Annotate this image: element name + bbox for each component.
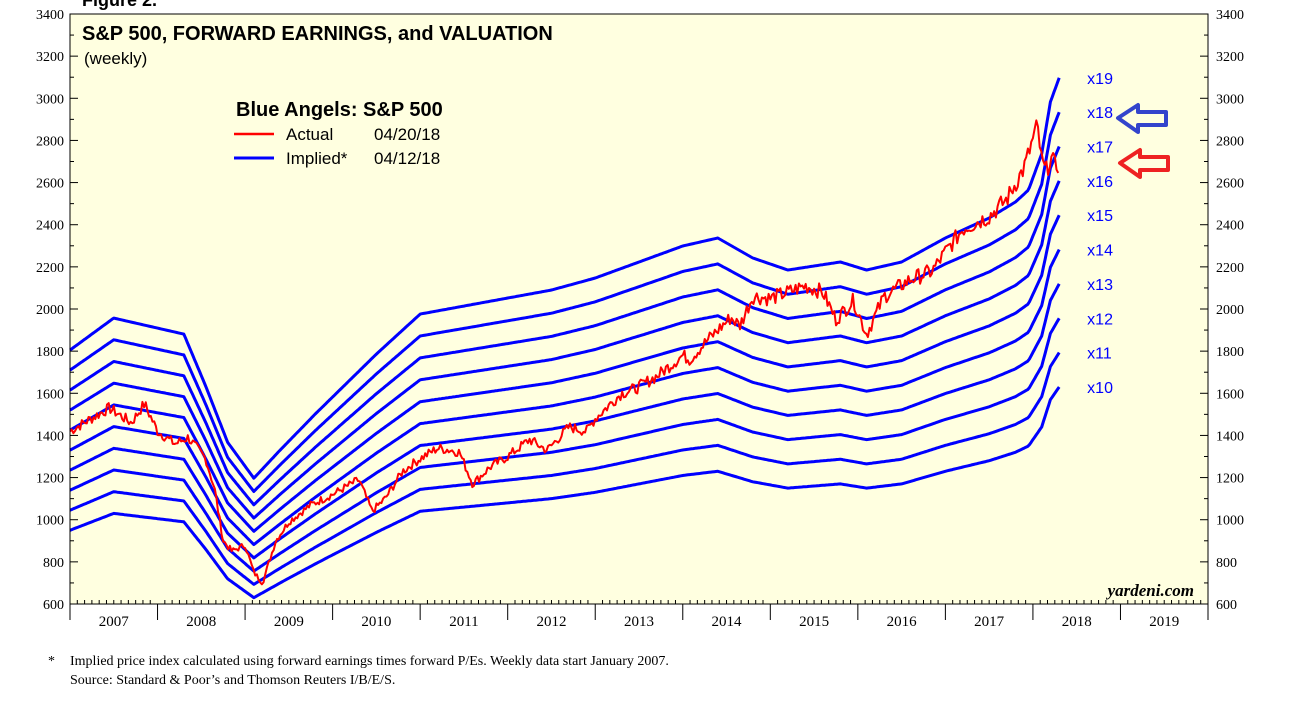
y-tick-label-right: 3000 (1216, 92, 1244, 107)
footnote-line-1: * Implied price index calculated using fo… (48, 654, 669, 670)
y-tick-label-right: 2400 (1216, 219, 1244, 234)
x-tick-label: 2016 (887, 614, 918, 630)
arrows-layer (1116, 103, 1170, 179)
multiple-label-x18: x18 (1087, 105, 1113, 122)
y-tick-label-right: 800 (1216, 556, 1237, 571)
x-tick-label: 2014 (712, 614, 743, 630)
legend: Blue Angels: S&P 500 Actual 04/20/18 Imp… (234, 99, 443, 168)
y-tick-label-left: 1200 (36, 472, 64, 487)
y-tick-label-right: 600 (1216, 598, 1237, 613)
legend-title: Blue Angels: S&P 500 (236, 99, 443, 121)
y-tick-label-left: 2000 (36, 303, 64, 318)
y-tick-label-left: 2800 (36, 134, 64, 149)
multiple-label-x19: x19 (1087, 71, 1113, 88)
axes-layer: 600 600 800 800 1000 1000 1200 1200 1400 1400 1600… (36, 8, 1244, 630)
y-tick-label-right: 1400 (1216, 429, 1244, 444)
x-tick-label: 2010 (361, 614, 391, 630)
y-tick-label-right: 1000 (1216, 514, 1244, 529)
multiple-label-x17: x17 (1087, 140, 1113, 157)
y-tick-label-right: 2200 (1216, 261, 1244, 276)
y-tick-label-left: 1800 (36, 345, 64, 360)
x-tick-label: 2019 (1149, 614, 1179, 630)
red-arrow (1118, 148, 1170, 179)
legend-implied-label: Implied* (286, 149, 348, 168)
blue-arrow (1116, 103, 1168, 134)
x-tick-label: 2012 (536, 614, 566, 630)
y-tick-label-left: 1000 (36, 514, 64, 529)
y-tick-label-right: 1200 (1216, 472, 1244, 487)
y-tick-label-left: 2600 (36, 177, 64, 192)
y-tick-label-right: 1600 (1216, 387, 1244, 402)
y-tick-label-left: 3200 (36, 50, 64, 65)
footnote-mark: * (48, 654, 55, 669)
implied-line-x16 (69, 180, 1061, 520)
y-tick-label-left: 600 (43, 598, 64, 613)
implied-line-x15 (69, 214, 1061, 533)
legend-actual-date: 04/20/18 (374, 125, 440, 144)
actual-line (69, 119, 1060, 586)
implied-line-x12 (69, 317, 1061, 573)
implied-line-x11 (69, 351, 1061, 586)
y-tick-label-right: 2800 (1216, 134, 1244, 149)
y-tick-label-left: 1600 (36, 387, 64, 402)
x-tick-label: 2013 (624, 614, 654, 630)
multiple-label-x10: x10 (1087, 380, 1113, 397)
x-tick-label: 2008 (186, 614, 216, 630)
y-tick-label-left: 1400 (36, 429, 64, 444)
y-tick-label-left: 2400 (36, 219, 64, 234)
multiple-label-x16: x16 (1087, 174, 1113, 191)
multiple-label-x13: x13 (1087, 277, 1113, 294)
y-tick-label-right: 1800 (1216, 345, 1244, 360)
multiple-label-x15: x15 (1087, 208, 1113, 225)
multiple-label-x14: x14 (1087, 243, 1113, 260)
x-tick-label: 2009 (274, 614, 304, 630)
figure-label-cut: Figure 2. (82, 0, 157, 10)
y-tick-label-left: 3000 (36, 92, 64, 107)
x-tick-label: 2015 (799, 614, 829, 630)
implied-line-x10 (69, 386, 1061, 600)
footnote-line-2: Source: Standard & Poor’s and Thomson Re… (48, 673, 395, 689)
chart-subtitle: (weekly) (84, 49, 147, 68)
y-tick-label-right: 2600 (1216, 177, 1244, 192)
y-tick-label-left: 3400 (36, 8, 64, 23)
x-tick-label: 2007 (99, 614, 130, 630)
legend-implied-date: 04/12/18 (374, 149, 440, 168)
implied-line-x17 (69, 145, 1061, 507)
implied-line-x14 (69, 248, 1061, 547)
legend-actual-label: Actual (286, 125, 333, 144)
multiple-label-x12: x12 (1087, 311, 1113, 328)
chart-title: S&P 500, FORWARD EARNINGS, and VALUATION (82, 23, 553, 45)
footnote-source: Source: Standard & Poor’s and Thomson Re… (70, 673, 396, 688)
plot-background (70, 14, 1208, 604)
y-tick-label-left: 800 (43, 556, 64, 571)
x-tick-label: 2011 (449, 614, 478, 630)
y-tick-label-right: 3200 (1216, 50, 1244, 65)
plot-frame (69, 13, 1209, 605)
y-tick-label-right: 2000 (1216, 303, 1244, 318)
watermark: yardeni.com (1106, 581, 1194, 600)
footnote-text: Implied price index calculated using for… (70, 654, 669, 669)
multiple-label-x11: x11 (1087, 346, 1112, 363)
x-tick-label: 2017 (974, 614, 1005, 630)
lines-layer: x10 x11 x12 x13 x14 x15 x16 x17 x18 x19 (69, 71, 1113, 600)
x-tick-label: 2018 (1062, 614, 1092, 630)
implied-line-x13 (69, 283, 1061, 560)
implied-line-x19 (69, 77, 1061, 480)
y-tick-label-left: 2200 (36, 261, 64, 276)
y-tick-label-right: 3400 (1216, 8, 1244, 23)
